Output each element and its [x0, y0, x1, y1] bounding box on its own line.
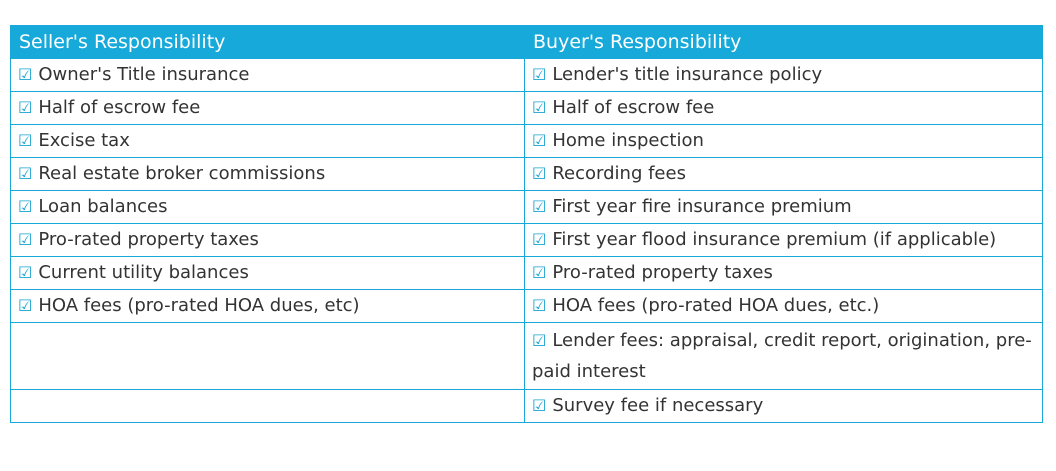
table-row: ☑ Current utility balances ☑ Pro-rated pro…	[10, 256, 1043, 290]
seller-item-label: Current utility balances	[38, 262, 249, 283]
buyer-item-label: Lender's title insurance policy	[552, 64, 823, 85]
buyer-cell: ☑ Half of escrow fee	[524, 91, 1043, 125]
checkbox-icon: ☑	[532, 65, 547, 84]
buyer-cell: ☑ Recording fees	[524, 157, 1043, 191]
buyer-item-label: Recording fees	[552, 163, 686, 184]
checkbox-icon: ☑	[18, 131, 33, 150]
checkbox-icon: ☑	[532, 98, 547, 117]
buyer-cell: ☑ First year flood insurance premium (if …	[524, 223, 1043, 257]
table-row: ☑ HOA fees (pro-rated HOA dues, etc) ☑ HOA…	[10, 289, 1043, 323]
seller-item-label: Real estate broker commissions	[38, 163, 326, 184]
seller-item-label: HOA fees (pro-rated HOA dues, etc)	[38, 295, 360, 316]
checkbox-icon: ☑	[18, 65, 33, 84]
checkbox-icon: ☑	[18, 98, 33, 117]
buyer-cell: ☑ Survey fee if necessary	[524, 389, 1043, 423]
buyer-cell: ☑ HOA fees (pro-rated HOA dues, etc.)	[524, 289, 1043, 323]
seller-cell: ☑ Excise tax	[10, 124, 525, 158]
seller-cell: ☑ HOA fees (pro-rated HOA dues, etc)	[10, 289, 525, 323]
checkbox-icon: ☑	[18, 197, 33, 216]
buyer-item-label: First year flood insurance premium (if a…	[552, 229, 997, 250]
seller-item-label: Half of escrow fee	[38, 97, 201, 118]
buyer-column-header: Buyer's Responsibility	[524, 25, 1043, 59]
seller-cell: ☑ Current utility balances	[10, 256, 525, 290]
seller-column-header: Seller's Responsibility	[10, 25, 525, 59]
table-row: ☑ Owner's Title insurance ☑ Lender's title…	[10, 58, 1043, 92]
checkbox-icon: ☑	[532, 396, 547, 415]
checkbox-icon: ☑	[532, 230, 547, 249]
seller-cell-empty	[10, 389, 525, 423]
buyer-cell: ☑ First year fire insurance premium	[524, 190, 1043, 224]
seller-cell: ☑ Half of escrow fee	[10, 91, 525, 125]
table-row: ☑ Pro-rated property taxes ☑ First year fl…	[10, 223, 1043, 257]
checkbox-icon: ☑	[532, 164, 547, 183]
table-row: ☑ Half of escrow fee ☑ Half of escrow fee	[10, 91, 1043, 125]
seller-cell: ☑ Owner's Title insurance	[10, 58, 525, 92]
table-header-row: Seller's Responsibility Buyer's Responsi…	[10, 25, 1043, 59]
seller-cell: ☑ Real estate broker commissions	[10, 157, 525, 191]
responsibility-table-container: Seller's Responsibility Buyer's Responsi…	[10, 25, 1043, 423]
buyer-item-label: Pro-rated property taxes	[552, 262, 773, 283]
seller-item-label: Owner's Title insurance	[38, 64, 250, 85]
seller-cell: ☑ Pro-rated property taxes	[10, 223, 525, 257]
table-row: ☑ Lender fees: appraisal, credit report, …	[10, 322, 1043, 390]
seller-item-label: Excise tax	[38, 130, 130, 151]
checkbox-icon: ☑	[532, 331, 547, 350]
buyer-item-label: Lender fees: appraisal, credit report, o…	[532, 330, 1032, 382]
seller-cell: ☑ Loan balances	[10, 190, 525, 224]
checkbox-icon: ☑	[532, 263, 547, 282]
buyer-item-label: Survey fee if necessary	[552, 395, 764, 416]
seller-item-label: Loan balances	[38, 196, 168, 217]
seller-cell-empty	[10, 322, 525, 390]
table-row: ☑ Excise tax ☑ Home inspection	[10, 124, 1043, 158]
table-row: ☑ Loan balances ☑ First year fire insuranc…	[10, 190, 1043, 224]
table-row: ☑ Survey fee if necessary	[10, 389, 1043, 423]
buyer-cell: ☑ Lender's title insurance policy	[524, 58, 1043, 92]
checkbox-icon: ☑	[532, 131, 547, 150]
checkbox-icon: ☑	[18, 296, 33, 315]
buyer-cell: ☑ Home inspection	[524, 124, 1043, 158]
checkbox-icon: ☑	[532, 296, 547, 315]
buyer-cell: ☑ Pro-rated property taxes	[524, 256, 1043, 290]
table-row: ☑ Real estate broker commissions ☑ Recordi…	[10, 157, 1043, 191]
checkbox-icon: ☑	[532, 197, 547, 216]
buyer-item-label: Half of escrow fee	[552, 97, 715, 118]
buyer-cell: ☑ Lender fees: appraisal, credit report, …	[524, 322, 1043, 390]
buyer-item-label: Home inspection	[552, 130, 704, 151]
checkbox-icon: ☑	[18, 230, 33, 249]
seller-item-label: Pro-rated property taxes	[38, 229, 259, 250]
checkbox-icon: ☑	[18, 263, 33, 282]
responsibility-table: Seller's Responsibility Buyer's Responsi…	[10, 25, 1043, 423]
buyer-item-label: HOA fees (pro-rated HOA dues, etc.)	[552, 295, 880, 316]
checkbox-icon: ☑	[18, 164, 33, 183]
buyer-item-label: First year fire insurance premium	[552, 196, 852, 217]
